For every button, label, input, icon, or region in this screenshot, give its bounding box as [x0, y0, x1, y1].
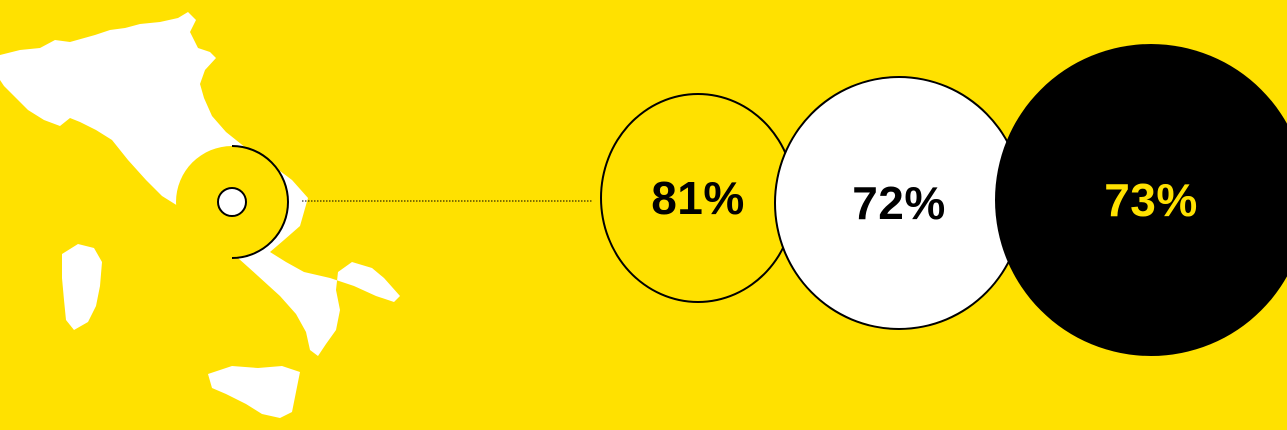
- stat-value: 73%: [1104, 173, 1198, 227]
- stat-circle-73: 73%: [995, 44, 1287, 356]
- sardinia: [62, 244, 102, 330]
- sicily: [208, 366, 300, 418]
- stat-circle-72: 72%: [774, 76, 1024, 330]
- stat-circle-81: 81%: [600, 93, 796, 303]
- location-marker-icon: [218, 188, 246, 216]
- stat-value: 72%: [852, 176, 946, 230]
- stat-value: 81%: [651, 171, 745, 225]
